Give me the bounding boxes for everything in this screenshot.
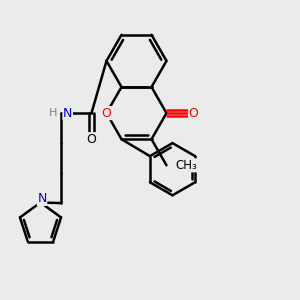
Text: N: N: [37, 192, 47, 206]
Text: O: O: [102, 106, 111, 120]
Text: CH₃: CH₃: [176, 159, 197, 172]
Text: O: O: [189, 106, 198, 120]
Text: N: N: [63, 106, 72, 120]
Text: O: O: [87, 133, 96, 146]
Text: H: H: [49, 108, 57, 118]
